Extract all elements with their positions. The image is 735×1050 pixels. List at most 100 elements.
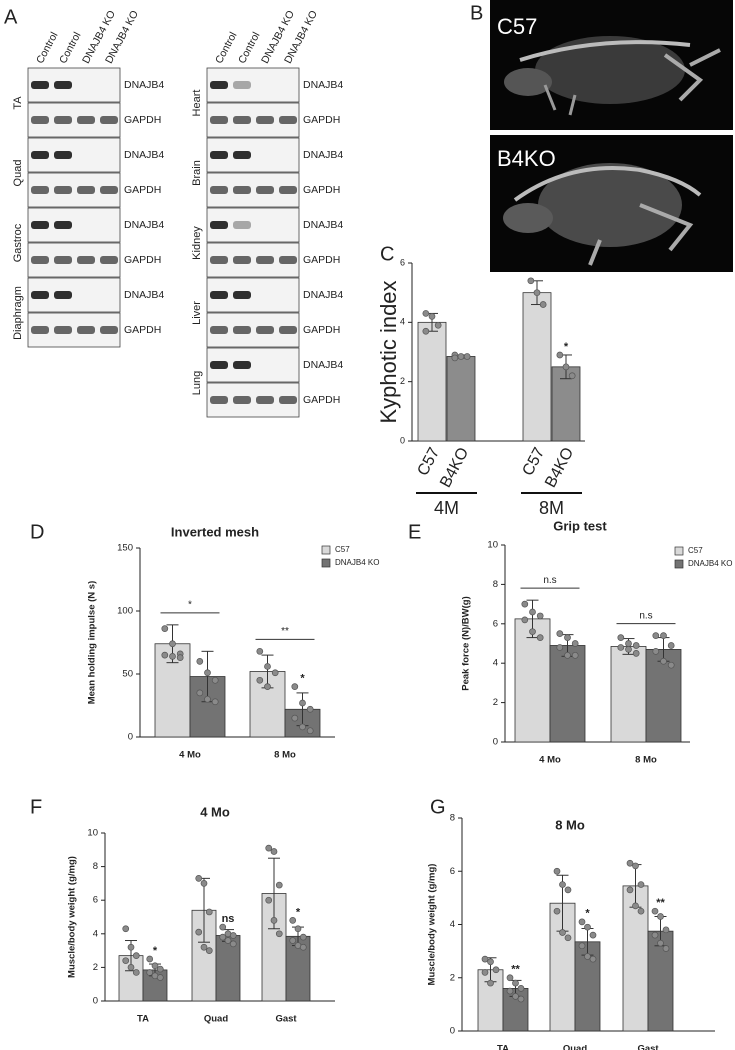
protein-label: DNAJB4 [303, 359, 343, 371]
data-point [205, 908, 213, 916]
y-tick-label: 8 [450, 813, 455, 824]
x-tick-label: B4KO [437, 445, 472, 491]
y-tick-label: 10 [87, 828, 98, 839]
band [210, 81, 228, 89]
data-point [481, 955, 489, 963]
data-point [527, 277, 535, 285]
data-point [299, 723, 306, 731]
y-tick-label: 4 [493, 658, 498, 669]
data-point [625, 640, 632, 647]
significance-label: * [564, 341, 569, 353]
bar [417, 321, 447, 442]
y-tick-label: 6 [93, 895, 98, 906]
y-tick-label: 150 [117, 543, 133, 554]
data-point [521, 616, 529, 624]
significance-label: * [188, 600, 192, 611]
data-point [176, 654, 184, 661]
band [77, 256, 95, 264]
legend-swatch [674, 546, 684, 556]
panel-letter: C [380, 243, 394, 265]
data-point [521, 600, 529, 608]
data-point [275, 930, 283, 938]
data-point [299, 699, 306, 707]
x-tick-label: B4KO [542, 445, 577, 491]
protein-label: GAPDH [303, 184, 340, 196]
data-point [211, 698, 219, 706]
band [31, 326, 49, 334]
legend-swatch [321, 558, 331, 568]
data-point [559, 881, 566, 888]
y-tick-label: 0 [128, 732, 133, 743]
data-point [451, 354, 459, 362]
data-point [264, 683, 271, 690]
bar [215, 935, 241, 1002]
data-point [529, 608, 536, 616]
data-point [536, 612, 544, 620]
data-point [617, 644, 625, 651]
band [233, 326, 251, 334]
x-tick-label: Gast [275, 1014, 297, 1025]
legend-swatch [321, 545, 331, 555]
legend-label: C57 [688, 546, 703, 555]
band [54, 256, 72, 264]
y-tick-label: 2 [93, 962, 98, 973]
data-point [196, 658, 204, 665]
y-tick-label: 6 [450, 866, 455, 877]
data-point [589, 955, 597, 963]
data-point [589, 931, 597, 939]
x-tick-label: Quad [204, 1014, 228, 1025]
data-point [637, 881, 645, 888]
data-point [571, 640, 579, 647]
data-point [294, 925, 302, 933]
band [100, 256, 118, 264]
data-point [275, 881, 283, 889]
band [31, 256, 49, 264]
data-point [299, 933, 307, 941]
significance-label: ** [656, 897, 665, 909]
x-tick-label: 4 Mo [179, 750, 201, 761]
panel-letter: B [470, 2, 483, 24]
band [233, 291, 251, 299]
chart-title: 8 Mo [555, 817, 585, 832]
protein-label: GAPDH [124, 184, 161, 196]
data-point [256, 647, 264, 655]
x-tick-label: 4 Mo [539, 755, 561, 766]
data-point [161, 625, 169, 632]
x-tick-label: TA [137, 1014, 149, 1025]
band [54, 151, 72, 159]
data-point [652, 632, 660, 639]
bar [514, 618, 551, 743]
tissue-label: Brain [191, 160, 203, 186]
legend-label: DNAJB4 KO [688, 559, 732, 568]
y-axis-label: Muscle/body weight (g/mg) [427, 864, 438, 986]
band [233, 81, 251, 89]
y-tick-label: 0 [493, 737, 498, 748]
y-tick-label: 0 [400, 435, 405, 445]
data-point [660, 632, 667, 639]
band [233, 186, 251, 194]
band [210, 361, 228, 369]
bar [522, 292, 552, 442]
data-point [637, 907, 645, 915]
bar [610, 646, 647, 743]
data-point [584, 953, 591, 960]
y-tick-label: 6 [493, 618, 498, 629]
band [256, 326, 274, 334]
significance-label: * [153, 945, 158, 957]
data-point [195, 875, 203, 882]
data-point [127, 943, 135, 951]
protein-label: DNAJB4 [303, 219, 343, 231]
band [31, 116, 49, 124]
tissue-label: Diaphragm [12, 286, 24, 340]
data-point [564, 934, 572, 942]
panel-letter: A [4, 6, 18, 28]
data-point [556, 630, 564, 638]
y-tick-label: 2 [493, 697, 498, 708]
y-axis-label: Kyphotic index [376, 280, 401, 423]
data-point [512, 993, 519, 1000]
band [210, 396, 228, 404]
group-label: 8M [539, 498, 564, 518]
band [54, 291, 72, 299]
data-point [481, 969, 489, 976]
